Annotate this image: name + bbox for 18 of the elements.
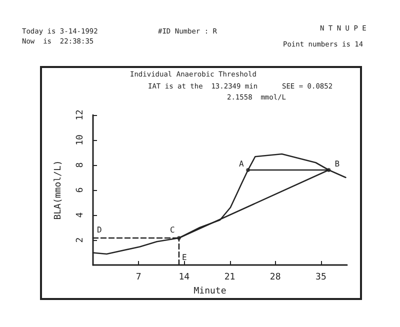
annotation: A	[239, 160, 244, 168]
y-tick-label: 2	[76, 237, 86, 243]
annotation: D	[97, 226, 102, 234]
x-tick-label: 35	[316, 272, 326, 282]
x-tick-label: 7	[136, 272, 142, 282]
y-tick-label: 10	[76, 134, 86, 146]
x-tick-label: 21	[224, 272, 236, 282]
annotation: C	[170, 226, 175, 234]
y-tick-label: 8	[76, 162, 86, 168]
y-tick-label: 4	[76, 212, 86, 218]
annotation: E	[182, 253, 187, 262]
y-tick-label: 6	[76, 187, 86, 193]
x-tick-label: 14	[178, 272, 190, 282]
x-tick-label: 28	[270, 272, 281, 282]
y-axis-title: BLA(mmol/L)	[54, 160, 64, 220]
annotation: B	[334, 160, 340, 168]
x-axis-title: Minute	[194, 286, 226, 296]
y-tick-label: 12	[76, 110, 86, 120]
